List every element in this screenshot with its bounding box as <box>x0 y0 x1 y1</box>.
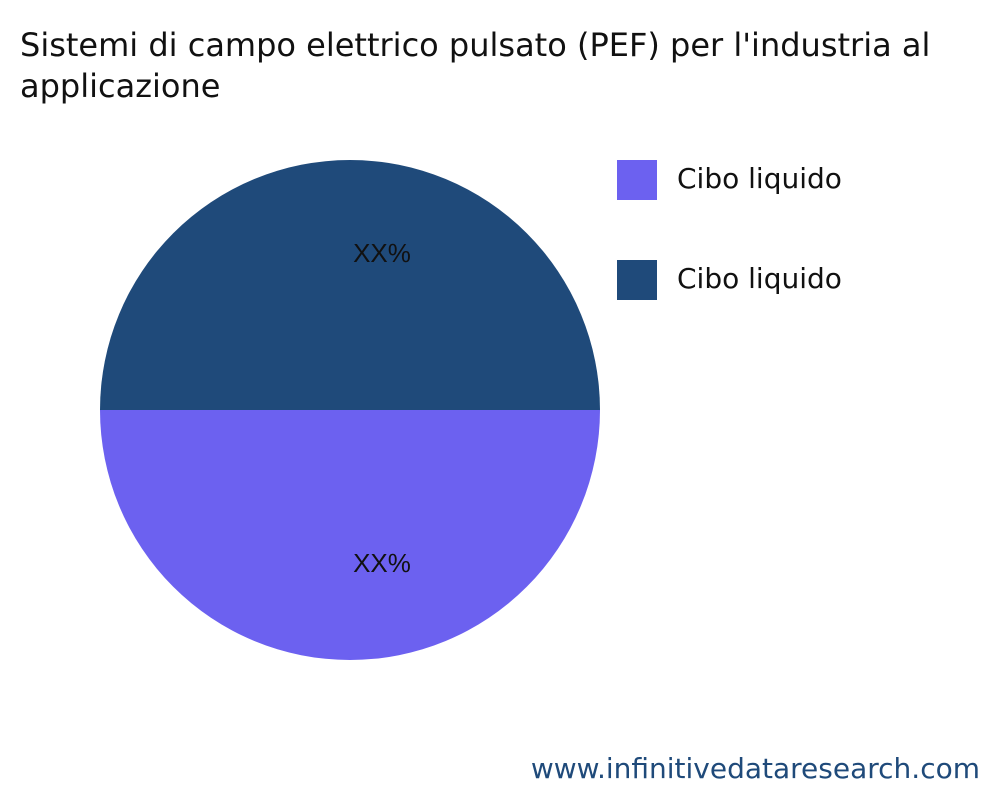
source: www.infinitivedataresearch.com <box>531 752 980 785</box>
pie-slice <box>100 160 600 410</box>
legend-label: Cibo liquido <box>677 162 842 195</box>
legend-swatch <box>617 160 657 200</box>
legend-swatch <box>617 260 657 300</box>
chart-title: applicazione <box>20 67 220 105</box>
pie-slice <box>100 410 600 660</box>
slice-label: XX% <box>353 238 411 268</box>
slice-label: XX% <box>353 548 411 578</box>
chart-title: Sistemi di campo elettrico pulsato (PEF)… <box>20 26 930 64</box>
legend-label: Cibo liquido <box>677 262 842 295</box>
